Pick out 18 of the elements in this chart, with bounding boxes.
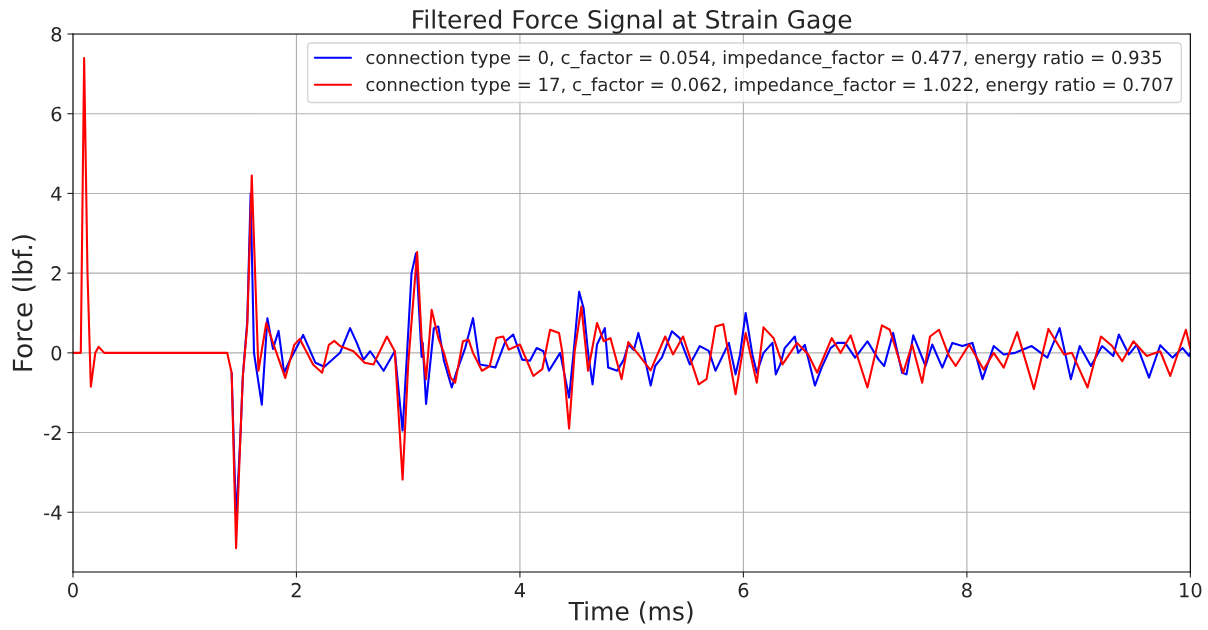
x-tick-label: 2 [291,582,301,598]
legend-label: connection type = 17, c_factor = 0.062, impedance_factor = 1.022, energy ratio = 0.707 [366,77,1173,96]
y-tick-label: 2 [51,266,61,281]
x-tick-label: 8 [962,582,972,598]
y-tick-label: 8 [51,26,62,42]
y-tick-label: -2 [44,425,61,440]
y-tick-label: 0 [51,345,62,361]
x-axis-title: Time (ms) [568,601,693,624]
x-tick-label: 4 [514,583,526,598]
chart-title: Filtered Force Signal at Strain Gage [413,9,852,34]
x-tick-label: 0 [68,582,78,598]
y-axis-title: Force (lbf.) [12,235,36,371]
y-tick-label: 6 [51,106,62,122]
y-tick-label: -4 [44,505,62,520]
y-tick-label: 4 [51,186,62,201]
x-tick-label: 10 [1180,582,1202,598]
x-tick-label: 6 [738,582,749,598]
legend-label: connection type = 0, c_factor = 0.054, impedance_factor = 0.477, energy ratio = 0.935 [366,50,1162,69]
